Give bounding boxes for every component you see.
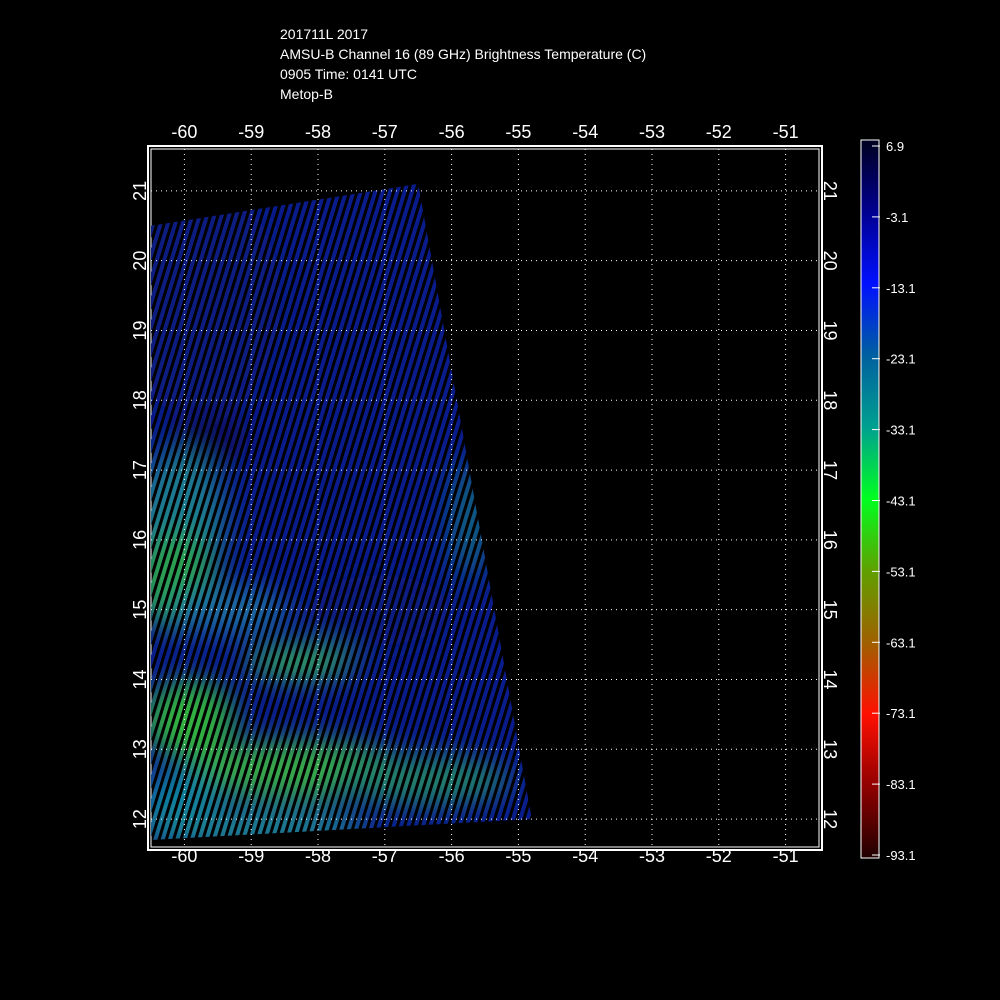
- lat-tick-left: 16: [130, 530, 150, 550]
- lat-tick-right: 12: [820, 809, 840, 829]
- lon-tick-bottom: -56: [439, 846, 465, 866]
- lat-tick-right: 17: [820, 460, 840, 480]
- lat-tick-left: 12: [130, 809, 150, 829]
- lon-tick-top: -53: [639, 122, 665, 142]
- title-time: 0905 Time: 0141 UTC: [280, 66, 417, 82]
- colorbar-label: -3.1: [886, 210, 908, 225]
- lon-tick-bottom: -51: [773, 846, 799, 866]
- title-storm-id: 201711L 2017: [280, 26, 368, 42]
- lon-tick-bottom: -58: [305, 846, 331, 866]
- lat-tick-right: 16: [820, 530, 840, 550]
- lon-tick-top: -59: [238, 122, 264, 142]
- lon-tick-top: -56: [439, 122, 465, 142]
- lat-tick-left: 21: [130, 181, 150, 201]
- lat-tick-left: 20: [130, 251, 150, 271]
- lon-tick-top: -60: [171, 122, 197, 142]
- title-satellite: Metop-B: [280, 86, 333, 102]
- lat-tick-right: 19: [820, 320, 840, 340]
- lon-tick-bottom: -57: [372, 846, 398, 866]
- lat-tick-right: 15: [820, 600, 840, 620]
- lon-tick-bottom: -60: [171, 846, 197, 866]
- lat-tick-left: 14: [130, 669, 150, 689]
- lon-tick-top: -57: [372, 122, 398, 142]
- lat-tick-right: 20: [820, 251, 840, 271]
- lat-tick-left: 18: [130, 390, 150, 410]
- axis-ticks: -60 -60 -59 -59 -58 -58 -57 -57 -56 -56 -55 -55 -54 -…: [130, 122, 840, 866]
- colorbar-label: -73.1: [886, 706, 916, 721]
- lon-tick-bottom: -59: [238, 846, 264, 866]
- lon-tick-top: -55: [505, 122, 531, 142]
- colorbar-label: -93.1: [886, 848, 916, 863]
- lon-tick-bottom: -54: [572, 846, 598, 866]
- lon-tick-bottom: -52: [706, 846, 732, 866]
- colorbar: 6.9 -3.1 -13.1 -23.1 -33.1 -43.1 -53.1 -63.1 -73…: [860, 139, 916, 863]
- colorbar-label: -13.1: [886, 281, 916, 296]
- colorbar-label: -43.1: [886, 494, 916, 509]
- lat-tick-left: 19: [130, 320, 150, 340]
- lat-tick-left: 17: [130, 460, 150, 480]
- colorbar-label: -33.1: [886, 423, 916, 438]
- colorbar-label: -23.1: [886, 352, 916, 367]
- lon-tick-bottom: -53: [639, 846, 665, 866]
- lon-tick-top: -51: [773, 122, 799, 142]
- lat-tick-right: 13: [820, 739, 840, 759]
- lon-tick-top: -54: [572, 122, 598, 142]
- lat-tick-left: 13: [130, 739, 150, 759]
- colorbar-label: 6.9: [886, 139, 904, 154]
- colorbar-label: -83.1: [886, 777, 916, 792]
- title-product: AMSU-B Channel 16 (89 GHz) Brightness Te…: [280, 46, 647, 62]
- lat-tick-right: 14: [820, 669, 840, 689]
- lat-tick-right: 18: [820, 390, 840, 410]
- lon-tick-bottom: -55: [505, 846, 531, 866]
- title-block: 201711L 2017 AMSU-B Channel 16 (89 GHz) …: [280, 24, 646, 104]
- lat-tick-left: 15: [130, 600, 150, 620]
- lon-tick-top: -58: [305, 122, 331, 142]
- lon-tick-top: -52: [706, 122, 732, 142]
- colorbar-label: -53.1: [886, 564, 916, 579]
- colorbar-label: -63.1: [886, 635, 916, 650]
- colorbar-ramp: [860, 139, 880, 859]
- swath-imagery: [151, 183, 532, 840]
- lat-tick-right: 21: [820, 181, 840, 201]
